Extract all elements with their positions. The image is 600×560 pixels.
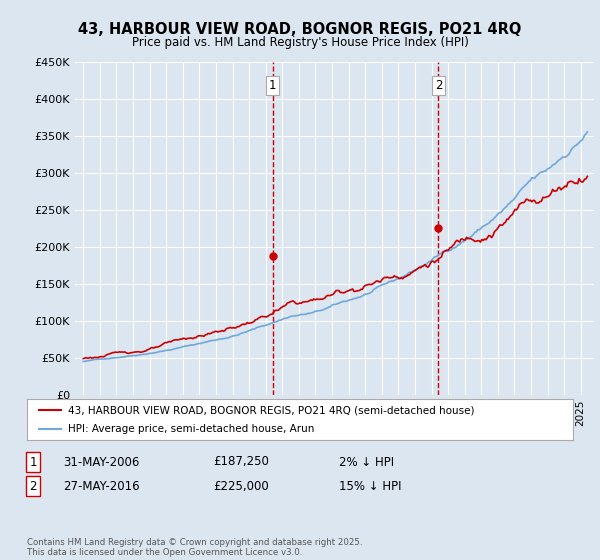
Text: 2% ↓ HPI: 2% ↓ HPI: [339, 455, 394, 469]
Text: HPI: Average price, semi-detached house, Arun: HPI: Average price, semi-detached house,…: [68, 424, 314, 433]
Text: £187,250: £187,250: [213, 455, 269, 469]
Text: 27-MAY-2016: 27-MAY-2016: [63, 479, 140, 493]
Text: 43, HARBOUR VIEW ROAD, BOGNOR REGIS, PO21 4RQ (semi-detached house): 43, HARBOUR VIEW ROAD, BOGNOR REGIS, PO2…: [68, 405, 475, 415]
Text: Contains HM Land Registry data © Crown copyright and database right 2025.
This d: Contains HM Land Registry data © Crown c…: [27, 538, 362, 557]
Text: 1: 1: [269, 79, 277, 92]
Text: 15% ↓ HPI: 15% ↓ HPI: [339, 479, 401, 493]
Text: Price paid vs. HM Land Registry's House Price Index (HPI): Price paid vs. HM Land Registry's House …: [131, 36, 469, 49]
Text: 1: 1: [29, 455, 37, 469]
Text: £225,000: £225,000: [213, 479, 269, 493]
Text: 2: 2: [435, 79, 442, 92]
Text: 43, HARBOUR VIEW ROAD, BOGNOR REGIS, PO21 4RQ: 43, HARBOUR VIEW ROAD, BOGNOR REGIS, PO2…: [79, 22, 521, 38]
Text: 2: 2: [29, 479, 37, 493]
Text: 31-MAY-2006: 31-MAY-2006: [63, 455, 139, 469]
